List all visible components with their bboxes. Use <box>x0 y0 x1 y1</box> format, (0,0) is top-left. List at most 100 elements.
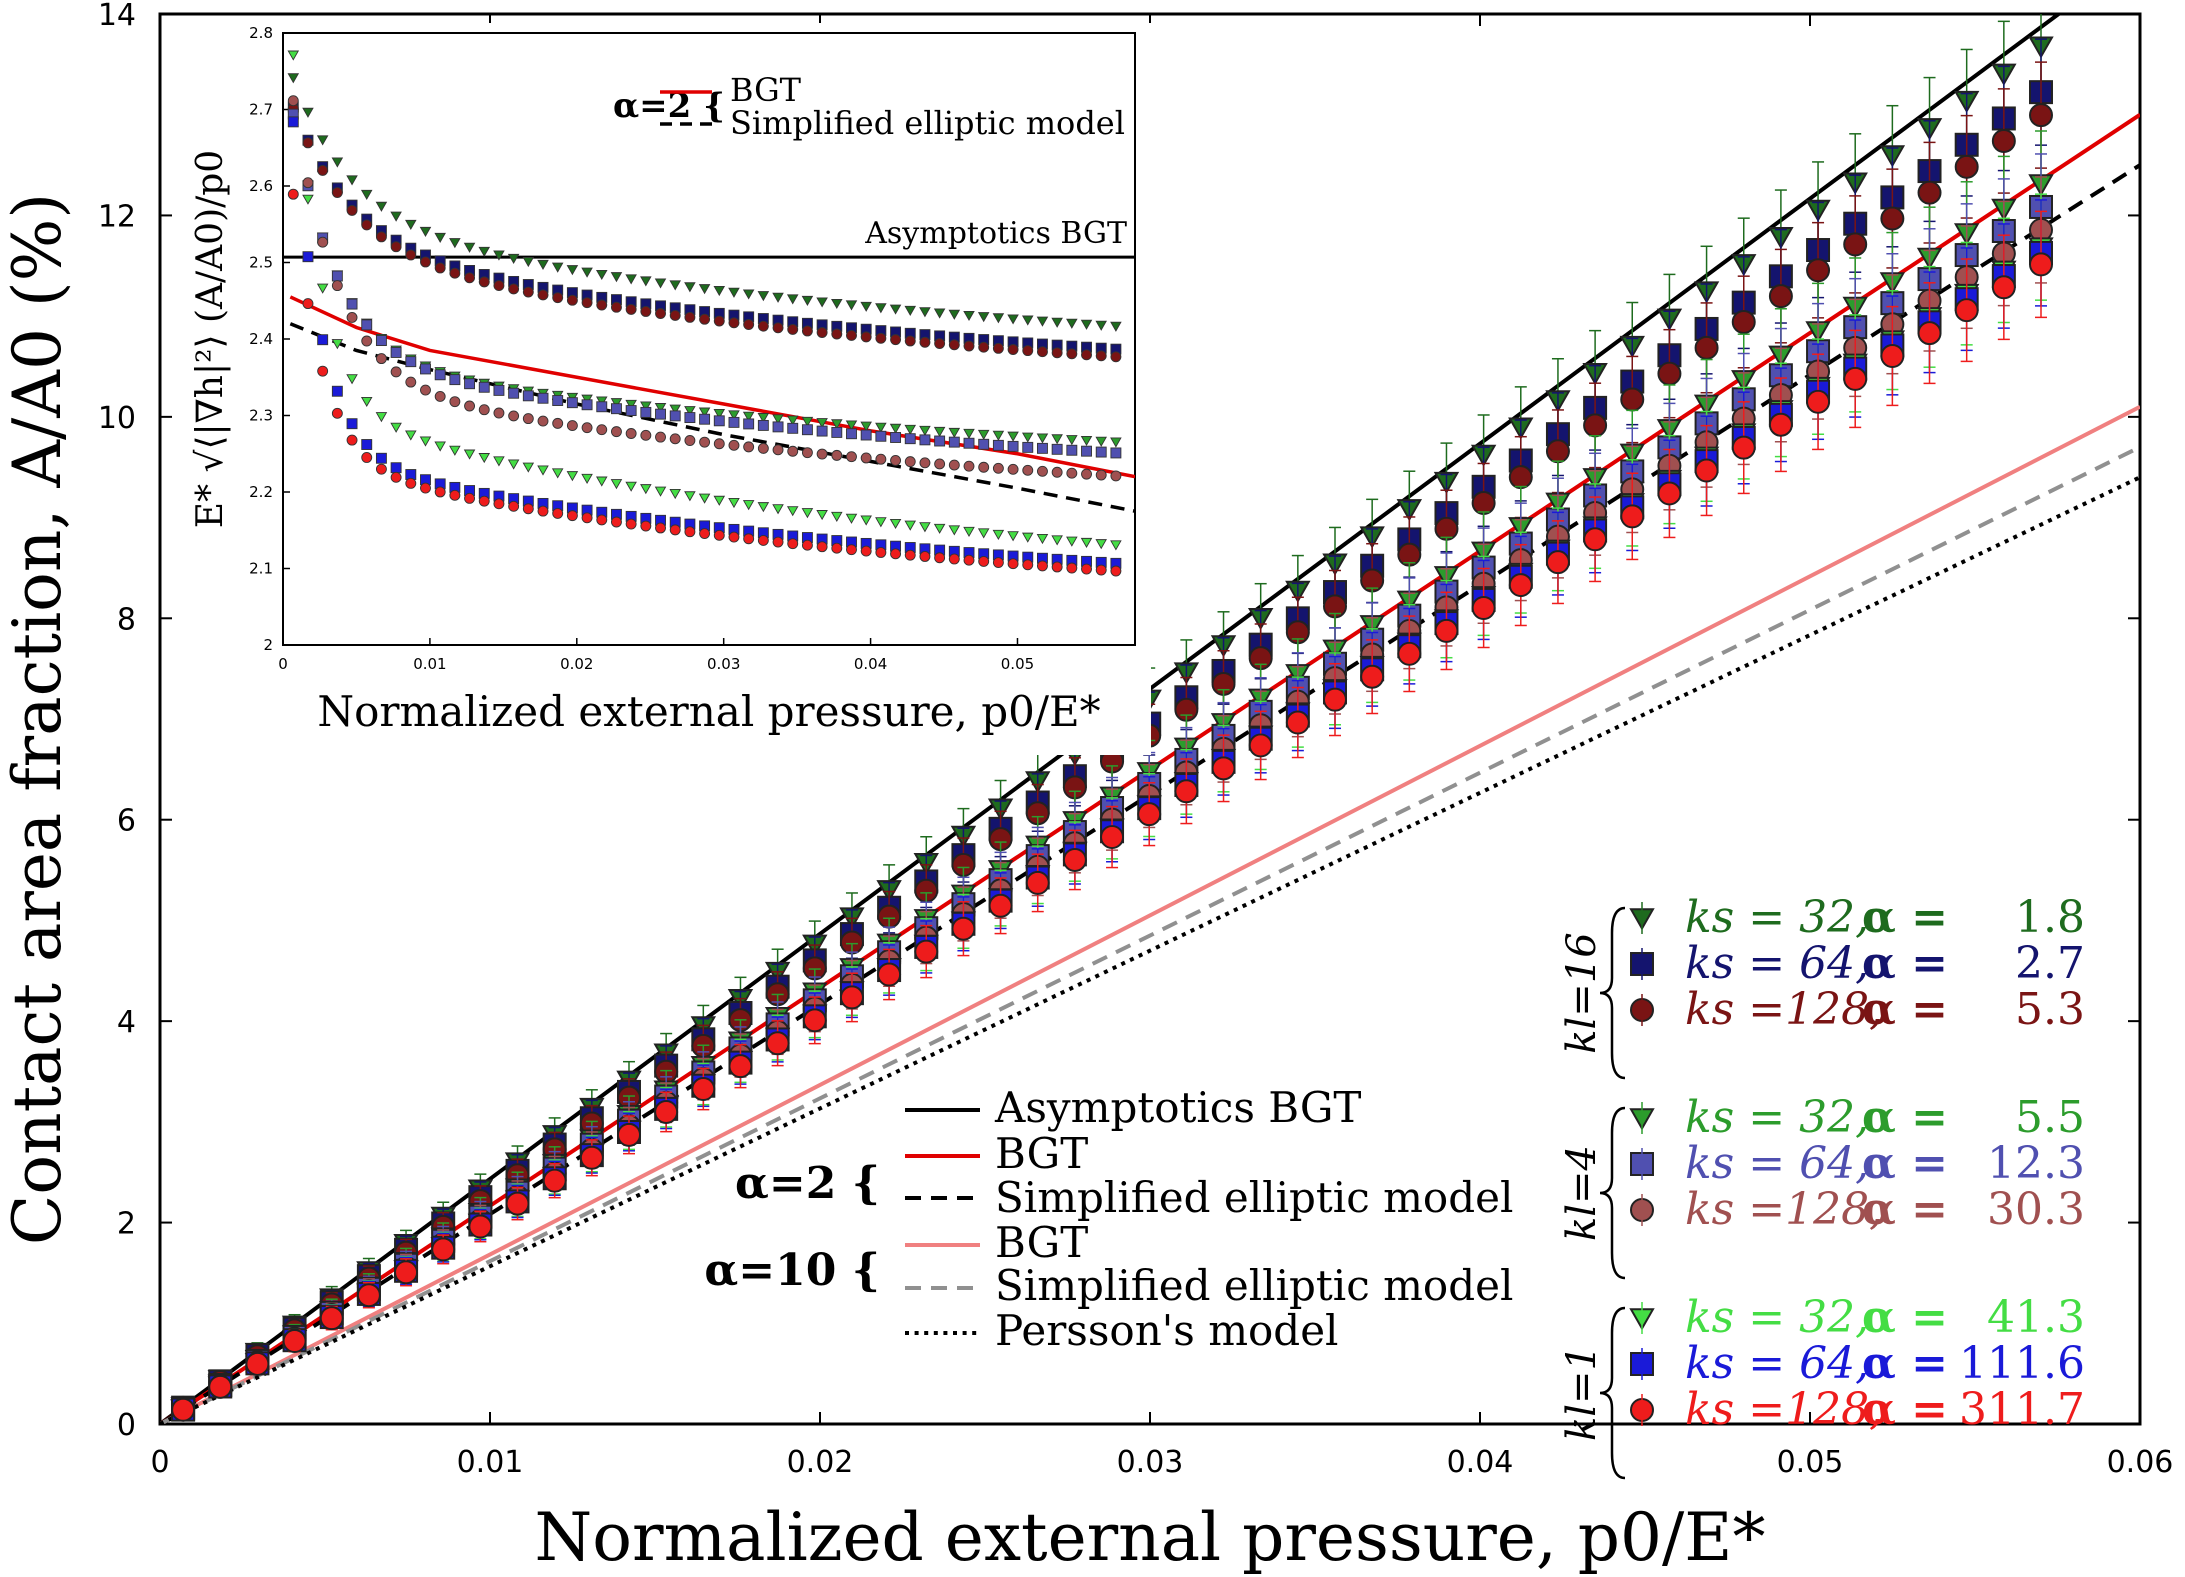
data-point <box>1211 756 1236 781</box>
inset-data-point <box>801 447 813 459</box>
inset-data-point <box>420 256 431 268</box>
inset-data-point <box>537 465 549 476</box>
inset-y-tick-label: 2.8 <box>249 24 273 42</box>
inset-data-point <box>1081 349 1092 361</box>
inset-data-point <box>596 401 608 413</box>
inset-data-point <box>361 335 373 347</box>
inset-y-tick-label: 2.6 <box>249 177 273 195</box>
inset-data-point <box>331 187 343 198</box>
inset-data-point <box>743 418 755 430</box>
inset-data-point <box>772 414 784 425</box>
inset-data-point <box>317 334 329 346</box>
inset-data-point <box>772 504 784 515</box>
inset-data-point <box>801 295 814 307</box>
inset-data-point <box>669 404 681 415</box>
inset-data-point <box>566 265 579 276</box>
inset-legend-bgt-label: BGT <box>730 71 802 109</box>
legend-kl-label: kl=1 <box>1559 1345 1605 1441</box>
inset-data-point <box>610 272 623 283</box>
data-point <box>2029 252 2053 277</box>
inset-data-point <box>816 510 828 521</box>
inset-data-point <box>728 439 740 451</box>
data-point <box>1694 458 1719 483</box>
inset-data-point <box>375 201 388 212</box>
inset-data-point <box>890 548 902 560</box>
inset-data-point <box>302 298 314 310</box>
inset-data-point <box>978 555 990 567</box>
data-point <box>2029 103 2053 128</box>
inset-data-point <box>904 335 916 347</box>
data-point <box>765 1031 790 1056</box>
legend-alpha-label: α = <box>1862 1138 1948 1189</box>
inset-data-point <box>331 339 344 350</box>
inset-data-point <box>757 419 769 431</box>
inset-data-point <box>669 488 681 500</box>
data-point <box>1768 284 1793 309</box>
inset-curve-simplified-elliptic-model <box>289 322 1135 513</box>
inset-data-point <box>581 399 593 411</box>
inset-data-point <box>816 448 828 460</box>
inset-data-point <box>875 422 887 433</box>
inset-data-point <box>831 511 843 523</box>
inset-data-point <box>948 309 961 320</box>
inset-data-point <box>875 547 887 558</box>
inset-data-point <box>728 497 740 509</box>
inset-data-point <box>992 557 1004 569</box>
inset-data-point <box>1095 539 1107 550</box>
inset-data-point <box>478 381 490 393</box>
inset-data-point <box>889 304 902 315</box>
inset-data-point <box>816 297 828 308</box>
inset-data-point <box>699 528 711 539</box>
inset-data-point <box>963 554 975 566</box>
inset-data-point <box>331 270 343 282</box>
inset-data-point <box>963 460 975 472</box>
inset-data-point <box>992 430 1005 441</box>
legend-ks-label: ks = 64, <box>1685 1138 1869 1189</box>
inset-data-point <box>948 553 960 565</box>
data-point <box>914 939 939 964</box>
inset-data-point <box>434 390 446 402</box>
inset-data-point <box>875 517 887 528</box>
inset-data-point <box>581 267 593 278</box>
inset-data-point <box>1007 344 1019 355</box>
inset-data-point <box>493 384 505 396</box>
inset-data-point <box>581 473 593 485</box>
inset-data-point <box>860 452 872 464</box>
inset-data-point <box>331 385 343 397</box>
inset-data-point <box>846 329 857 341</box>
inset-data-point <box>698 493 711 504</box>
data-point <box>1360 664 1385 689</box>
inset-data-point <box>449 445 461 456</box>
inset-data-point <box>743 533 755 545</box>
legend-ks-label: ks = 32, <box>1685 1092 1869 1143</box>
inset-data-point <box>1095 446 1107 458</box>
inset-data-point <box>1080 435 1093 447</box>
inset-asymptote-label: Asymptotics BGT <box>864 216 1127 251</box>
inset-plot-area <box>283 50 1135 577</box>
inset-data-point <box>449 489 461 501</box>
inset-data-point <box>316 135 329 146</box>
inset-data-point <box>757 502 770 513</box>
inset-data-point <box>846 544 857 556</box>
inset-data-point <box>786 506 799 517</box>
inset-data-point <box>1036 316 1049 327</box>
inset-data-point <box>405 249 417 261</box>
legend-alpha-label: α = <box>1862 1338 1948 1389</box>
inset-data-point <box>875 303 887 314</box>
inset-data-point <box>361 319 373 331</box>
inset-data-point <box>904 424 917 435</box>
inset-data-point <box>1080 537 1093 549</box>
data-point <box>951 916 976 941</box>
inset-data-point <box>801 325 813 337</box>
data-point <box>1731 435 1756 460</box>
data-point <box>1991 275 2016 300</box>
inset-data-point <box>963 437 975 449</box>
legend-kl-label: kl=16 <box>1559 932 1605 1053</box>
inset-data-point <box>669 524 681 536</box>
inset-data-point <box>507 459 520 470</box>
inset-data-point <box>640 406 652 418</box>
data-point <box>691 1077 716 1102</box>
inset-data-point <box>786 415 799 426</box>
inset-data-point <box>919 425 931 437</box>
